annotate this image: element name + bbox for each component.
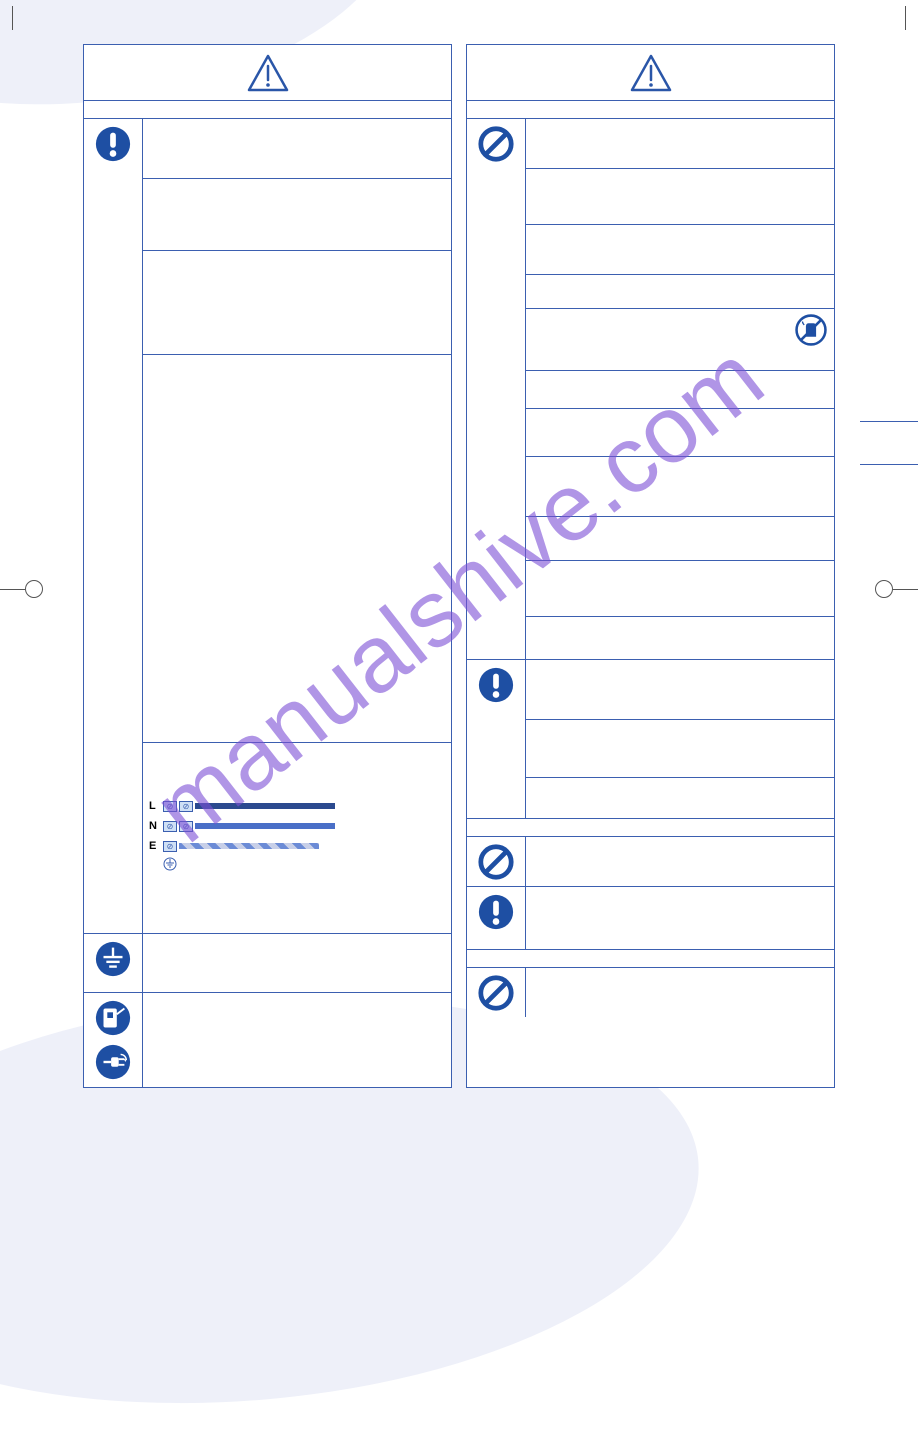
crop-mark-left xyxy=(0,580,43,598)
table-row xyxy=(467,887,834,950)
text-cell xyxy=(143,179,451,251)
table-row xyxy=(84,993,451,1087)
no-wet-hands-icon xyxy=(794,313,828,347)
right-column xyxy=(466,44,835,1088)
icon-cell xyxy=(467,119,525,659)
text-cell xyxy=(526,371,834,409)
text-cell xyxy=(143,251,451,355)
prohibit-circle-icon xyxy=(477,843,515,881)
text-cell xyxy=(526,119,834,169)
text-cell xyxy=(526,517,834,561)
text-cell xyxy=(526,778,834,818)
prohibit-circle-icon xyxy=(477,125,515,163)
section-title xyxy=(84,101,451,119)
ground-symbol-icon xyxy=(94,940,132,978)
circuit-breaker-icon xyxy=(94,999,132,1037)
mandatory-exclamation-icon xyxy=(94,125,132,163)
section-title xyxy=(467,101,834,119)
text-cell xyxy=(142,993,451,1087)
left-column: L ⊘ ⊘ N ⊘ ⊘ E ⊘ xyxy=(83,44,452,1088)
text-cell xyxy=(525,887,834,949)
text-cell xyxy=(142,934,451,992)
icon-cell xyxy=(84,934,142,992)
unplug-symbol-icon xyxy=(94,1043,132,1081)
text-cell xyxy=(526,169,834,225)
text-cell xyxy=(526,309,834,371)
wire-label: L xyxy=(149,800,163,812)
wire-earth: E ⊘ xyxy=(149,839,445,853)
table-row xyxy=(467,968,834,1017)
column-header xyxy=(467,45,834,101)
text-cell xyxy=(526,720,834,778)
side-tab xyxy=(860,421,918,465)
section-title xyxy=(467,819,834,837)
icon-cell xyxy=(467,837,525,886)
text-cell xyxy=(143,355,451,743)
column-header xyxy=(84,45,451,101)
crop-mark-right xyxy=(875,580,918,598)
prohibit-circle-icon xyxy=(477,974,515,1012)
icon-cell xyxy=(84,993,142,1087)
wire-label: E xyxy=(149,840,163,852)
text-cell xyxy=(526,275,834,309)
icon-cell xyxy=(467,968,525,1017)
text-cell xyxy=(525,837,834,886)
icon-cell xyxy=(467,660,525,818)
wire-diagram-cell: L ⊘ ⊘ N ⊘ ⊘ E ⊘ xyxy=(143,743,451,933)
mandatory-exclamation-icon xyxy=(477,893,515,931)
text-cell xyxy=(526,561,834,617)
ground-symbol-icon xyxy=(163,857,445,873)
text-cell xyxy=(525,968,834,1017)
table-row xyxy=(467,119,834,660)
text-cell xyxy=(526,617,834,659)
text-cell xyxy=(526,660,834,720)
table-row xyxy=(467,660,834,819)
wire-diagram: L ⊘ ⊘ N ⊘ ⊘ E ⊘ xyxy=(143,783,451,883)
text-cell xyxy=(143,119,451,179)
text-cell xyxy=(526,409,834,457)
page-content: L ⊘ ⊘ N ⊘ ⊘ E ⊘ xyxy=(83,44,835,1088)
wire-label: N xyxy=(149,820,163,832)
wire-neutral: N ⊘ ⊘ xyxy=(149,819,445,833)
crop-mark-top xyxy=(905,6,906,30)
mandatory-exclamation-icon xyxy=(477,666,515,704)
section-title xyxy=(467,950,834,968)
wire-live: L ⊘ ⊘ xyxy=(149,799,445,813)
table-row xyxy=(467,837,834,887)
icon-cell xyxy=(467,887,525,949)
warning-triangle-icon xyxy=(246,53,290,93)
icon-cell xyxy=(84,119,142,933)
table-row: L ⊘ ⊘ N ⊘ ⊘ E ⊘ xyxy=(84,119,451,934)
warning-triangle-icon xyxy=(629,53,673,93)
text-cell xyxy=(526,457,834,517)
text-cell xyxy=(526,225,834,275)
table-row xyxy=(84,934,451,993)
crop-mark-top xyxy=(12,6,13,30)
